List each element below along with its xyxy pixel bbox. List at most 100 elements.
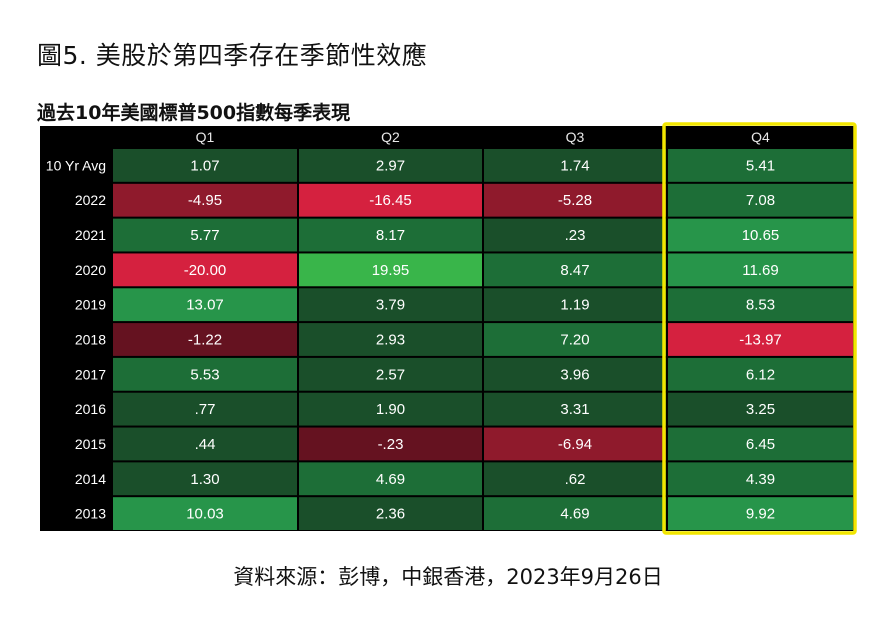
cell-value: 2.97 (376, 157, 405, 174)
cell-value: 1.19 (560, 297, 589, 314)
row-label: 2021 (75, 227, 106, 243)
cell-value: 8.53 (746, 297, 775, 314)
cell-value: 6.45 (746, 436, 775, 453)
heatmap-cell (113, 218, 297, 252)
heatmap-cell (299, 497, 482, 530)
cell-value: -20.00 (184, 262, 227, 279)
heatmap-cell (484, 357, 666, 391)
cell-value: 7.20 (560, 332, 589, 349)
heatmap-cell (299, 288, 482, 322)
cell-value: 13.07 (186, 297, 224, 314)
heatmap-cell (484, 427, 666, 461)
cell-value: -1.22 (188, 332, 222, 349)
heatmap-cell (113, 497, 297, 530)
cell-value: 19.95 (372, 262, 410, 279)
heatmap-cell (484, 392, 666, 426)
figure-title: 圖5. 美股於第四季存在季節性效應 (37, 41, 428, 70)
heatmap-cell (484, 149, 666, 182)
heatmap-cell (113, 427, 297, 461)
column-header-q1: Q1 (196, 129, 215, 145)
cell-value: 8.47 (560, 262, 589, 279)
cell-value: 1.74 (560, 157, 589, 174)
heatmap-cell (113, 357, 297, 391)
row-label: 2015 (75, 436, 106, 452)
heatmap-cell (299, 149, 482, 182)
heatmap-cell (668, 392, 853, 426)
heatmap-cell (113, 288, 297, 322)
cell-value: .62 (565, 471, 586, 488)
row-label: 2017 (75, 366, 106, 382)
source-note: 資料來源：彭博，中銀香港，2023年9月26日 (233, 565, 663, 589)
column-header-q3: Q3 (566, 129, 585, 145)
cell-value: 2.57 (376, 366, 405, 383)
heatmap-cell (668, 497, 853, 530)
cell-value: 3.25 (746, 401, 775, 418)
heatmap-cell (299, 357, 482, 391)
heatmap-cell (484, 497, 666, 530)
cell-value: 1.07 (190, 157, 219, 174)
cell-value: 5.77 (190, 227, 219, 244)
heatmap-cell (668, 288, 853, 322)
cell-value: 10.65 (742, 227, 780, 244)
row-label: 2019 (75, 297, 106, 313)
heatmap-cell (668, 357, 853, 391)
row-label: 2018 (75, 332, 106, 348)
chart-title: 過去10年美國標普500指數每季表現 (37, 102, 351, 124)
heatmap-cell (299, 218, 482, 252)
heatmap-cell (668, 427, 853, 461)
cell-value: -13.97 (739, 332, 782, 349)
cell-value: 3.96 (560, 366, 589, 383)
cell-value: 11.69 (742, 262, 778, 279)
heatmap-cell (113, 462, 297, 496)
cell-value: 3.79 (376, 297, 405, 314)
row-label: 2020 (75, 262, 106, 278)
row-label: 2022 (75, 192, 106, 208)
cell-value: 4.69 (560, 506, 589, 523)
heatmap-cell (484, 253, 666, 287)
heatmap-cell (668, 183, 853, 217)
heatmap-cell (484, 218, 666, 252)
q4-highlight-box (662, 122, 857, 535)
heatmap-cell (668, 323, 853, 356)
heatmap-cell (113, 183, 297, 217)
row-label: 2014 (75, 471, 106, 487)
heatmap-cell (668, 149, 853, 182)
heatmap-cell (299, 183, 482, 217)
heatmap-cell (484, 288, 666, 322)
heatmap-cell (113, 323, 297, 356)
cell-value: 3.31 (560, 401, 589, 418)
cell-value: -6.94 (558, 436, 592, 453)
row-label: 2016 (75, 401, 106, 417)
cell-value: -4.95 (188, 192, 222, 209)
heatmap-cell (484, 323, 666, 356)
cell-value: 10.03 (186, 506, 224, 523)
column-header-q4: Q4 (751, 129, 770, 145)
row-label: 10 Yr Avg (46, 157, 106, 173)
cell-value: -.23 (378, 436, 404, 453)
cell-value: .77 (195, 401, 216, 418)
heatmap-cell (668, 218, 853, 252)
column-header-q2: Q2 (381, 129, 400, 145)
cell-value: 8.17 (376, 227, 405, 244)
heatmap-cell (668, 253, 853, 287)
heatmap-cell (299, 462, 482, 496)
heatmap-cell (668, 462, 853, 496)
cell-value: 1.30 (190, 471, 219, 488)
cell-value: 2.36 (376, 506, 405, 523)
heatmap-cell (484, 462, 666, 496)
heatmap-cell (113, 253, 297, 287)
heatmap-cell (113, 392, 297, 426)
cell-value: 5.53 (190, 366, 219, 383)
cell-value: 5.41 (746, 157, 775, 174)
heatmap-cell (113, 149, 297, 182)
cell-value: 4.39 (746, 471, 775, 488)
cell-value: -16.45 (369, 192, 412, 209)
heatmap-cell (299, 392, 482, 426)
cell-value: .44 (195, 436, 216, 453)
heatmap-cell (299, 323, 482, 356)
cell-value: 7.08 (746, 192, 775, 209)
cell-value: 1.90 (376, 401, 405, 418)
heatmap-cell (484, 183, 666, 217)
cell-value: .23 (565, 227, 586, 244)
